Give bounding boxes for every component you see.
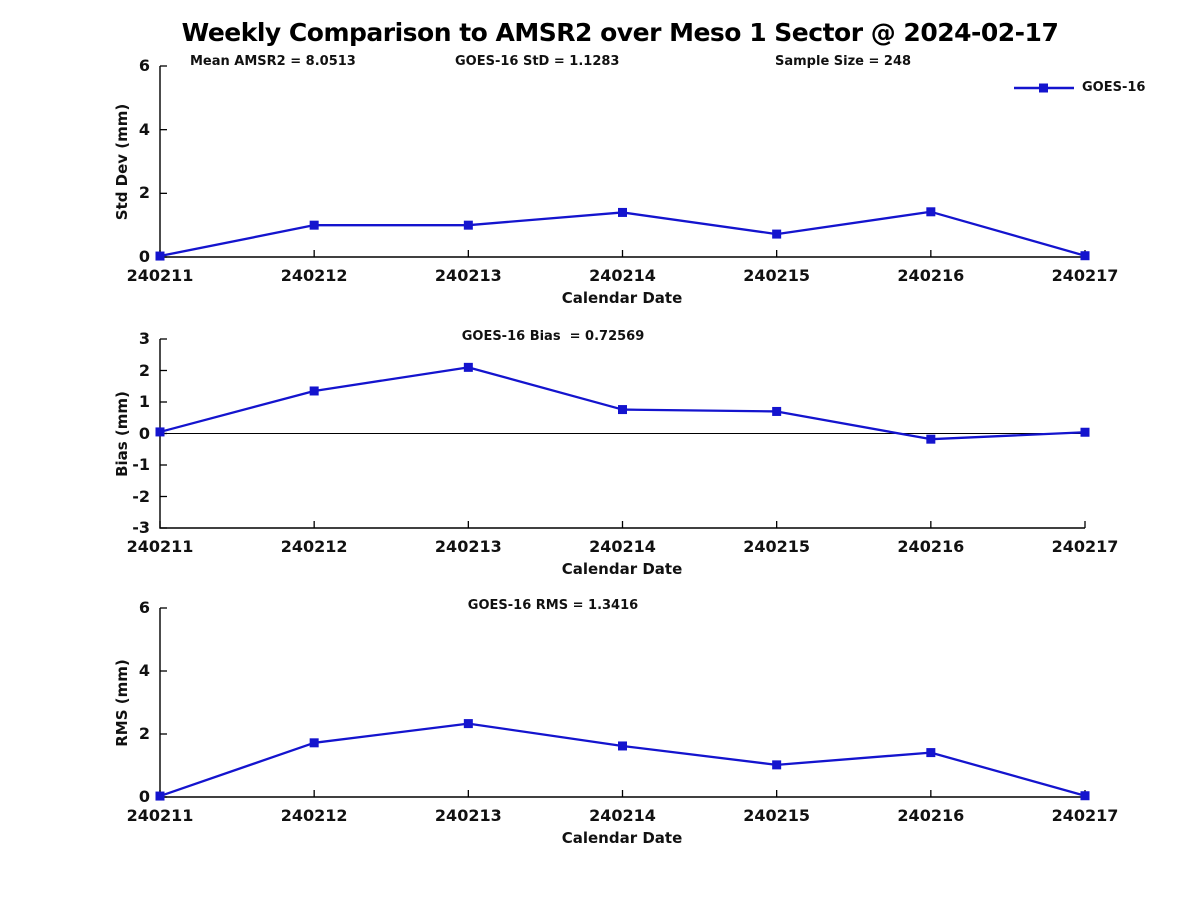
data-point-marker <box>1080 427 1090 437</box>
legend-line-marker-icon <box>1014 83 1074 92</box>
x-tick-label: 240216 <box>897 266 965 285</box>
y-tick-label: 2 <box>138 360 150 380</box>
data-point-marker <box>463 362 473 372</box>
data-point-marker <box>155 427 165 437</box>
subplot2-x-axis-label: Calendar Date <box>561 560 683 578</box>
x-tick-label: 240215 <box>743 806 811 825</box>
x-tick-label: 240217 <box>1051 266 1119 285</box>
x-tick-label: 240216 <box>897 806 965 825</box>
x-tick-label: 240211 <box>126 806 194 825</box>
data-point-marker <box>155 791 165 801</box>
y-tick-label: 4 <box>138 661 150 680</box>
y-tick-label: 0 <box>138 247 150 266</box>
y-tick-label: -2 <box>132 486 150 506</box>
y-tick-label: -1 <box>132 455 150 474</box>
x-tick-label: 240214 <box>589 266 656 285</box>
subplot1-data-line <box>159 210 1086 258</box>
x-tick-label: 240211 <box>126 537 194 556</box>
data-point-marker <box>926 207 936 217</box>
subplot2-data-line <box>159 366 1086 441</box>
x-tick-label: 240212 <box>280 266 348 285</box>
y-tick-label: 0 <box>138 787 150 806</box>
subplot3-axes <box>159 608 1085 798</box>
x-tick-label: 240214 <box>589 806 656 825</box>
stat-goes16-std: GOES-16 StD = 1.1283 <box>455 54 620 69</box>
x-tick-label: 240211 <box>126 266 194 285</box>
data-point-marker <box>463 719 473 729</box>
data-point-marker <box>618 741 627 751</box>
data-point-marker <box>926 434 936 444</box>
y-tick-label: 2 <box>138 724 150 743</box>
x-tick-label: 240212 <box>280 806 348 825</box>
data-point-marker <box>155 251 165 261</box>
y-tick-label: 3 <box>138 329 150 348</box>
x-tick-label: 240215 <box>743 537 811 556</box>
data-point-marker <box>1080 251 1090 261</box>
x-tick-label: 240216 <box>897 537 965 556</box>
data-point-marker <box>309 386 319 396</box>
data-point-marker <box>618 405 627 415</box>
x-tick-label: 240217 <box>1051 537 1119 556</box>
x-tick-label: 240213 <box>434 806 502 825</box>
x-tick-label: 240213 <box>434 266 502 285</box>
stat-mean-amsr2: Mean AMSR2 = 8.0513 <box>190 54 356 69</box>
y-tick-label: -3 <box>132 518 150 537</box>
subplot2-title: GOES-16 Bias = 0.72569 <box>461 329 645 344</box>
x-tick-label: 240213 <box>434 537 502 556</box>
subplot1-y-axis-label: Std Dev (mm) <box>113 103 131 221</box>
data-point-marker <box>772 760 782 770</box>
x-tick-label: 240214 <box>589 537 656 556</box>
data-point-marker <box>309 738 319 748</box>
data-point-marker <box>772 229 782 239</box>
data-point-marker <box>926 748 936 758</box>
x-tick-label: 240212 <box>280 537 348 556</box>
data-point-marker <box>618 207 627 217</box>
y-tick-label: 2 <box>138 183 150 203</box>
subplot3-title: GOES-16 RMS = 1.3416 <box>467 598 639 613</box>
y-tick-label: 6 <box>138 56 150 75</box>
subplot3-data-line <box>159 722 1086 798</box>
x-tick-label: 240215 <box>743 266 811 285</box>
subplot1-x-axis-label: Calendar Date <box>561 289 683 307</box>
legend-label: GOES-16 <box>1082 80 1146 95</box>
data-point-marker <box>463 220 473 230</box>
subplot3-y-axis-label: RMS (mm) <box>113 659 131 747</box>
subplot3-x-axis-label: Calendar Date <box>561 829 683 847</box>
data-point-marker <box>1080 791 1090 801</box>
data-point-marker <box>772 406 782 416</box>
stat-sample-size: Sample Size = 248 <box>775 54 912 69</box>
y-tick-label: 6 <box>138 598 150 617</box>
y-tick-label: 1 <box>138 392 150 411</box>
y-tick-label: 4 <box>138 119 150 139</box>
data-point-marker <box>309 220 319 230</box>
x-tick-label: 240217 <box>1051 806 1119 825</box>
y-tick-label: 0 <box>138 423 150 443</box>
figure-title: Weekly Comparison to AMSR2 over Meso 1 S… <box>181 18 1059 47</box>
legend: GOES-16 <box>1013 80 1145 95</box>
